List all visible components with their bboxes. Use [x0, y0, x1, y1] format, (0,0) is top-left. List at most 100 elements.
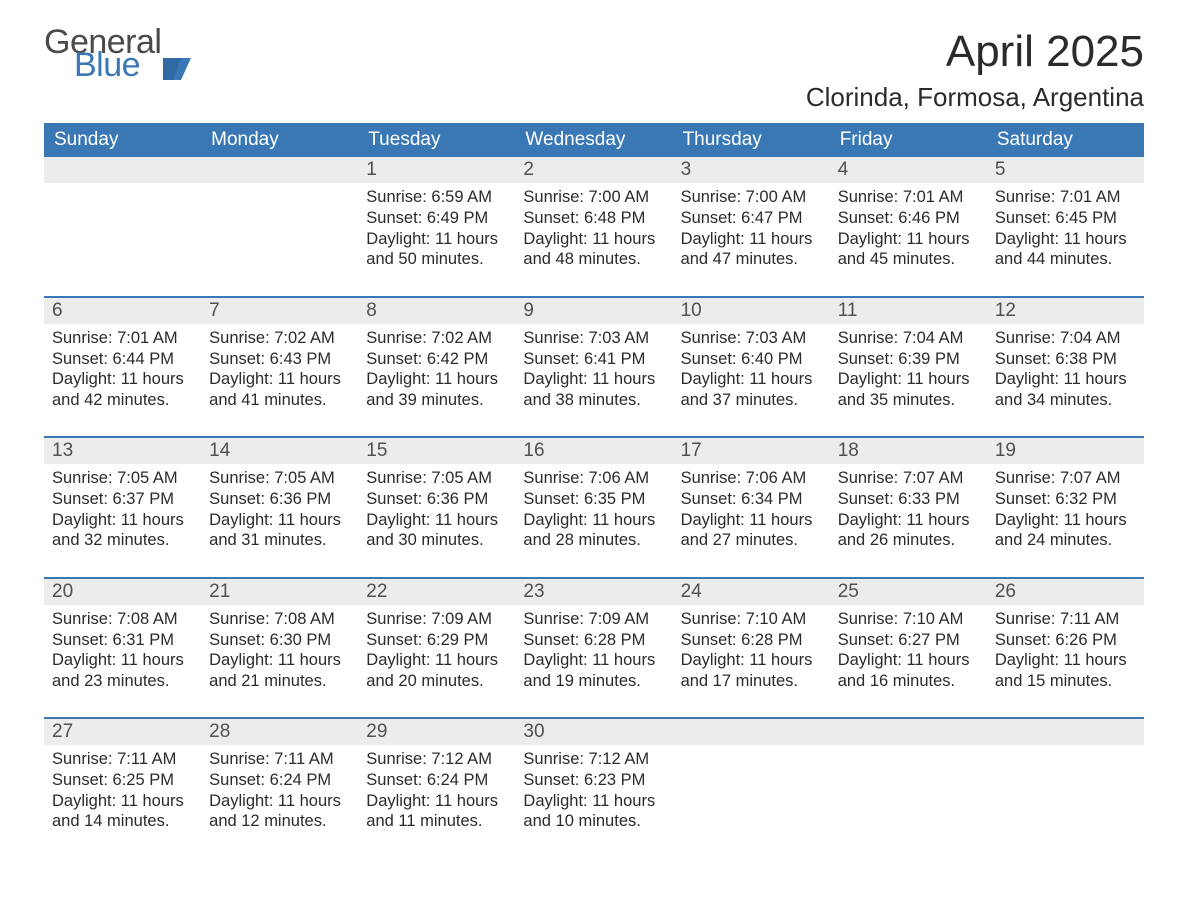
sunrise-line: Sunrise: 7:04 AM — [995, 328, 1136, 349]
daylight-line: Daylight: 11 hours and 21 minutes. — [209, 650, 350, 691]
day-detail-cell: Sunrise: 7:03 AMSunset: 6:40 PMDaylight:… — [673, 324, 830, 438]
day-detail-cell: Sunrise: 7:04 AMSunset: 6:38 PMDaylight:… — [987, 324, 1144, 438]
daylight-line: Daylight: 11 hours and 41 minutes. — [209, 369, 350, 410]
day-number-cell: 3 — [673, 157, 830, 183]
day-detail-cell — [987, 745, 1144, 840]
sunrise-line: Sunrise: 7:10 AM — [838, 609, 979, 630]
daylight-line: Daylight: 11 hours and 28 minutes. — [523, 510, 664, 551]
daylight-line: Daylight: 11 hours and 23 minutes. — [52, 650, 193, 691]
sunrise-line: Sunrise: 7:09 AM — [366, 609, 507, 630]
sunset-line: Sunset: 6:29 PM — [366, 630, 507, 651]
sunrise-line: Sunrise: 7:11 AM — [209, 749, 350, 770]
day-number-cell: 20 — [44, 579, 201, 605]
weekday-header-row: Sunday Monday Tuesday Wednesday Thursday… — [44, 123, 1144, 157]
sunrise-line: Sunrise: 7:05 AM — [366, 468, 507, 489]
day-detail-cell: Sunrise: 7:12 AMSunset: 6:23 PMDaylight:… — [515, 745, 672, 840]
daylight-line: Daylight: 11 hours and 10 minutes. — [523, 791, 664, 832]
daylight-line: Daylight: 11 hours and 14 minutes. — [52, 791, 193, 832]
sunrise-line: Sunrise: 7:01 AM — [52, 328, 193, 349]
day-number-cell — [987, 719, 1144, 745]
day-detail-cell: Sunrise: 7:00 AMSunset: 6:47 PMDaylight:… — [673, 183, 830, 297]
weekday-header: Saturday — [987, 123, 1144, 157]
sunset-line: Sunset: 6:49 PM — [366, 208, 507, 229]
daylight-line: Daylight: 11 hours and 31 minutes. — [209, 510, 350, 551]
sunset-line: Sunset: 6:28 PM — [681, 630, 822, 651]
sunset-line: Sunset: 6:37 PM — [52, 489, 193, 510]
header: General Blue April 2025 Clorinda, Formos… — [44, 28, 1144, 113]
day-number-cell: 6 — [44, 298, 201, 324]
sunset-line: Sunset: 6:34 PM — [681, 489, 822, 510]
day-detail-cell: Sunrise: 7:11 AMSunset: 6:25 PMDaylight:… — [44, 745, 201, 840]
day-detail-row: Sunrise: 6:59 AMSunset: 6:49 PMDaylight:… — [44, 183, 1144, 297]
day-number-cell: 23 — [515, 579, 672, 605]
sunset-line: Sunset: 6:32 PM — [995, 489, 1136, 510]
sunset-line: Sunset: 6:44 PM — [52, 349, 193, 370]
daylight-line: Daylight: 11 hours and 12 minutes. — [209, 791, 350, 832]
sunset-line: Sunset: 6:23 PM — [523, 770, 664, 791]
sunset-line: Sunset: 6:35 PM — [523, 489, 664, 510]
title-block: April 2025 Clorinda, Formosa, Argentina — [806, 28, 1144, 113]
daylight-line: Daylight: 11 hours and 20 minutes. — [366, 650, 507, 691]
day-number-cell: 29 — [358, 719, 515, 745]
location-subtitle: Clorinda, Formosa, Argentina — [806, 82, 1144, 113]
day-number-cell: 7 — [201, 298, 358, 324]
sunrise-line: Sunrise: 7:12 AM — [523, 749, 664, 770]
sunrise-line: Sunrise: 7:03 AM — [523, 328, 664, 349]
sunrise-line: Sunrise: 7:00 AM — [523, 187, 664, 208]
sunset-line: Sunset: 6:43 PM — [209, 349, 350, 370]
sunset-line: Sunset: 6:31 PM — [52, 630, 193, 651]
day-detail-cell: Sunrise: 7:03 AMSunset: 6:41 PMDaylight:… — [515, 324, 672, 438]
brand-logo: General Blue — [44, 28, 191, 80]
sunrise-line: Sunrise: 7:10 AM — [681, 609, 822, 630]
day-number-cell: 18 — [830, 438, 987, 464]
daylight-line: Daylight: 11 hours and 37 minutes. — [681, 369, 822, 410]
daylight-line: Daylight: 11 hours and 44 minutes. — [995, 229, 1136, 270]
daylight-line: Daylight: 11 hours and 38 minutes. — [523, 369, 664, 410]
day-number-cell: 4 — [830, 157, 987, 183]
day-number-cell: 16 — [515, 438, 672, 464]
day-number-cell — [44, 157, 201, 183]
day-number-cell: 26 — [987, 579, 1144, 605]
day-number-cell — [830, 719, 987, 745]
day-number-cell: 8 — [358, 298, 515, 324]
weekday-header: Friday — [830, 123, 987, 157]
sunset-line: Sunset: 6:25 PM — [52, 770, 193, 791]
sunrise-line: Sunrise: 7:07 AM — [995, 468, 1136, 489]
sunset-line: Sunset: 6:36 PM — [366, 489, 507, 510]
day-number-cell: 5 — [987, 157, 1144, 183]
month-title: April 2025 — [806, 28, 1144, 76]
daylight-line: Daylight: 11 hours and 42 minutes. — [52, 369, 193, 410]
day-detail-cell: Sunrise: 7:02 AMSunset: 6:43 PMDaylight:… — [201, 324, 358, 438]
sunset-line: Sunset: 6:48 PM — [523, 208, 664, 229]
daylight-line: Daylight: 11 hours and 16 minutes. — [838, 650, 979, 691]
day-detail-cell: Sunrise: 7:05 AMSunset: 6:37 PMDaylight:… — [44, 464, 201, 578]
sunrise-line: Sunrise: 7:02 AM — [209, 328, 350, 349]
day-number-cell: 15 — [358, 438, 515, 464]
daylight-line: Daylight: 11 hours and 17 minutes. — [681, 650, 822, 691]
daylight-line: Daylight: 11 hours and 19 minutes. — [523, 650, 664, 691]
day-detail-cell: Sunrise: 7:07 AMSunset: 6:33 PMDaylight:… — [830, 464, 987, 578]
sunrise-line: Sunrise: 7:09 AM — [523, 609, 664, 630]
sunset-line: Sunset: 6:39 PM — [838, 349, 979, 370]
sunset-line: Sunset: 6:26 PM — [995, 630, 1136, 651]
daylight-line: Daylight: 11 hours and 11 minutes. — [366, 791, 507, 832]
daylight-line: Daylight: 11 hours and 24 minutes. — [995, 510, 1136, 551]
sunrise-line: Sunrise: 7:01 AM — [995, 187, 1136, 208]
day-number-cell: 19 — [987, 438, 1144, 464]
sunrise-line: Sunrise: 7:05 AM — [52, 468, 193, 489]
sunset-line: Sunset: 6:42 PM — [366, 349, 507, 370]
daylight-line: Daylight: 11 hours and 26 minutes. — [838, 510, 979, 551]
day-number-cell: 17 — [673, 438, 830, 464]
sunrise-line: Sunrise: 7:00 AM — [681, 187, 822, 208]
sunset-line: Sunset: 6:47 PM — [681, 208, 822, 229]
daylight-line: Daylight: 11 hours and 35 minutes. — [838, 369, 979, 410]
day-detail-cell: Sunrise: 7:09 AMSunset: 6:28 PMDaylight:… — [515, 605, 672, 719]
day-detail-cell: Sunrise: 7:06 AMSunset: 6:34 PMDaylight:… — [673, 464, 830, 578]
sunset-line: Sunset: 6:40 PM — [681, 349, 822, 370]
day-detail-row: Sunrise: 7:05 AMSunset: 6:37 PMDaylight:… — [44, 464, 1144, 578]
day-detail-cell — [201, 183, 358, 297]
weekday-header: Tuesday — [358, 123, 515, 157]
day-detail-cell: Sunrise: 7:10 AMSunset: 6:28 PMDaylight:… — [673, 605, 830, 719]
day-detail-cell — [830, 745, 987, 840]
day-detail-row: Sunrise: 7:01 AMSunset: 6:44 PMDaylight:… — [44, 324, 1144, 438]
